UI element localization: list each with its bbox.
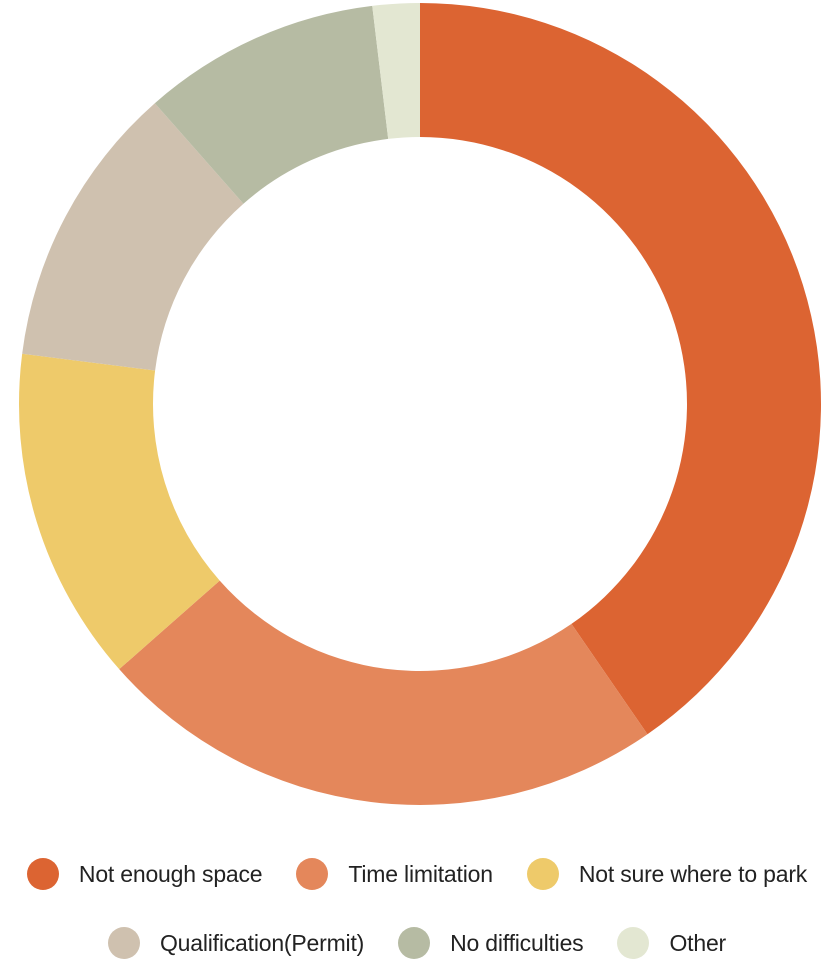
legend-item-other[interactable]: Other (617, 927, 726, 959)
legend-item-qualification-permit[interactable]: Qualification(Permit) (107, 927, 365, 959)
legend-swatch-not-enough-space (26, 858, 59, 890)
slice-no-difficulties[interactable] (154, 5, 389, 204)
legend-label: No difficulties (450, 929, 584, 956)
legend-label: Not enough space (78, 860, 263, 887)
legend-swatch-qualification-permit (107, 927, 140, 959)
slice-not-sure-where-to-park[interactable] (19, 353, 220, 670)
legend-label: Not sure where to park (578, 860, 808, 887)
slice-other[interactable] (372, 3, 420, 139)
legend-swatch-time-limitation (296, 858, 329, 890)
legend-item-not-sure-where-to-park[interactable]: Not sure where to park (526, 858, 808, 890)
slice-qualification-permit[interactable] (22, 103, 244, 371)
legend-label: Other (669, 929, 727, 956)
legend-item-not-enough-space[interactable]: Not enough space (26, 858, 263, 890)
slice-not-enough-space[interactable] (420, 3, 821, 735)
donut-chart-svg (19, 3, 821, 805)
legend-swatch-no-difficulties (398, 927, 431, 959)
slice-time-limitation[interactable] (119, 580, 648, 805)
legend-label: Qualification(Permit) (159, 929, 365, 956)
legend-label: Time limitation (348, 860, 493, 887)
legend-swatch-not-sure-where-to-park (526, 858, 559, 890)
legend-row-1: Not enough space Time limitation Not sur… (0, 856, 834, 892)
legend-item-no-difficulties[interactable]: No difficulties (398, 927, 584, 959)
legend-row-2: Qualification(Permit) No difficulties Ot… (0, 925, 834, 961)
legend-swatch-other (617, 927, 650, 959)
legend-item-time-limitation[interactable]: Time limitation (296, 858, 493, 890)
